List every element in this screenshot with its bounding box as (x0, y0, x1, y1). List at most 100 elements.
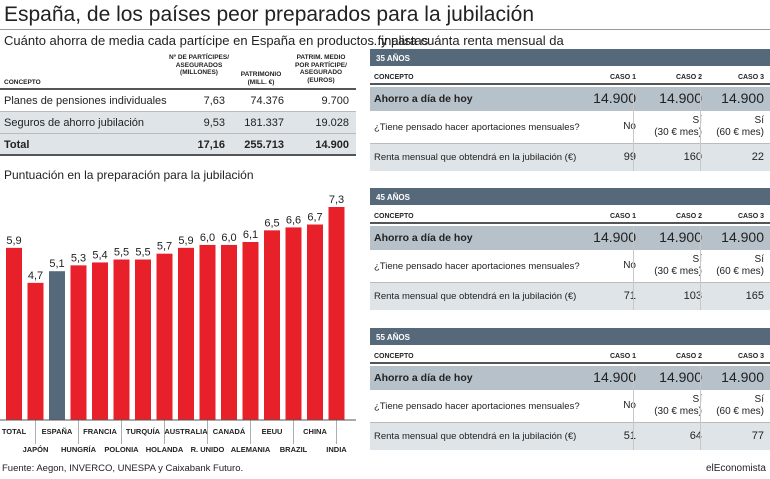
data-label-11: 6,1 (243, 229, 258, 241)
header-case: CASO 2 (675, 353, 702, 360)
contribution-answer: No (623, 260, 636, 271)
row-average: 19.028 (315, 117, 349, 129)
age-bar: 35 AÑOS (370, 49, 770, 66)
bar-13 (285, 227, 302, 420)
row-average: 14.900 (315, 139, 349, 151)
header-concept: CONCEPTO (4, 79, 41, 86)
contribution-answer: Sí (692, 115, 702, 126)
savings-row: Ahorro a día de hoy 14.900 14.900 14.900 (370, 87, 770, 111)
income-value: 64 (689, 430, 702, 442)
savings-value: 14.900 (721, 90, 764, 106)
column-divider (700, 226, 701, 310)
category-label-8: AUSTRALIA (164, 427, 208, 436)
income-section-subtitle: ...y para cuánta renta mensual da (370, 33, 564, 48)
contribution-answer: Sí (692, 394, 702, 405)
table-row: Seguros de ahorro jubilación 9,53 181.33… (0, 112, 356, 134)
contribution-value: Sí (30 € mes) (654, 254, 702, 278)
contribution-value: Sí (30 € mes) (654, 115, 702, 139)
category-label-13: BRAZIL (280, 445, 308, 454)
income-row: Renta mensual que obtendrá en la jubilac… (370, 144, 770, 171)
data-label-7: 5,7 (157, 241, 172, 253)
bar-1 (27, 282, 44, 420)
data-label-9: 6,0 (200, 232, 215, 244)
data-label-1: 4,7 (28, 270, 43, 282)
savings-value: 14.900 (659, 90, 702, 106)
income-row: Renta mensual que obtendrá en la jubilac… (370, 423, 770, 450)
column-divider (700, 87, 701, 171)
row-concept: Seguros de ahorro jubilación (4, 117, 145, 129)
category-label-7: HOLANDA (146, 445, 184, 454)
income-value: 77 (751, 430, 764, 442)
source-note: Fuente: Aegon, INVERCO, UNESPA y Caixaba… (2, 463, 244, 474)
header-concept: CONCEPTO (374, 353, 414, 360)
panel-header: CONCEPTO CASO 1 CASO 2 CASO 3 (370, 211, 770, 224)
contribution-label: ¿Tiene pensado hacer aportaciones mensua… (374, 261, 580, 272)
data-label-5: 5,5 (114, 247, 129, 259)
bar-8 (178, 247, 194, 420)
income-value: 51 (623, 430, 636, 442)
contribution-row: ¿Tiene pensado hacer aportaciones mensua… (370, 111, 770, 144)
savings-label: Ahorro a día de hoy (374, 232, 473, 244)
data-label-3: 5,3 (71, 252, 86, 264)
table-row-total: Total 17,16 255.713 14.900 (0, 134, 356, 156)
column-divider (700, 366, 701, 450)
panel-header: CONCEPTO CASO 1 CASO 2 CASO 3 (370, 351, 770, 364)
contribution-answer: No (623, 400, 636, 411)
category-label-9: R. UNIDO (191, 445, 225, 454)
contribution-label: ¿Tiene pensado hacer aportaciones mensua… (374, 122, 580, 133)
row-concept: Total (4, 139, 30, 151)
category-label-0: TOTAL (2, 427, 27, 436)
data-label-4: 5,4 (92, 249, 107, 261)
category-label-4: FRANCIA (83, 427, 117, 436)
header-case: CASO 3 (737, 213, 764, 220)
income-panel: 35 AÑOS CONCEPTO CASO 1 CASO 2 CASO 3 Ahorro … (370, 49, 770, 171)
row-participants: 7,63 (203, 95, 225, 107)
income-value: 99 (623, 151, 636, 163)
header-case: CASO 1 (609, 74, 636, 81)
contribution-amount: (30 € mes) (654, 406, 702, 417)
header-case: CASO 1 (609, 353, 636, 360)
category-label-15: INDIA (326, 445, 347, 454)
bar-12 (264, 230, 280, 420)
row-average: 9.700 (321, 95, 349, 107)
age-bar: 55 AÑOS (370, 328, 770, 345)
category-label-10: CANADÁ (213, 427, 246, 436)
contribution-row: ¿Tiene pensado hacer aportaciones mensua… (370, 250, 770, 283)
savings-value: 14.900 (659, 369, 702, 385)
contribution-amount: (30 € mes) (654, 127, 702, 138)
bar-4 (92, 262, 108, 420)
category-label-2: ESPAÑA (42, 427, 73, 436)
contribution-amount: (30 € mes) (654, 266, 702, 277)
header-average: PATRIM. MEDIO POR PARTÍCIPE/ ASEGURADO (… (295, 54, 347, 84)
row-participants: 17,16 (197, 139, 225, 151)
income-value: 71 (623, 290, 636, 302)
savings-value: 14.900 (593, 369, 636, 385)
header-concept: CONCEPTO (374, 74, 414, 81)
panel-header: CONCEPTO CASO 1 CASO 2 CASO 3 (370, 72, 770, 85)
data-label-6: 5,5 (135, 247, 150, 259)
contribution-amount: (60 € mes) (716, 127, 764, 138)
savings-row: Ahorro a día de hoy 14.900 14.900 14.900 (370, 226, 770, 250)
contribution-value: No (623, 400, 636, 412)
chart-title: Puntuación en la preparación para la jub… (4, 168, 254, 182)
bar-7 (156, 253, 173, 420)
category-label-14: CHINA (303, 427, 327, 436)
row-participants: 9,53 (203, 117, 225, 129)
data-label-8: 5,9 (178, 235, 193, 247)
header-case: CASO 1 (609, 213, 636, 220)
category-label-3: HUNGRÍA (61, 445, 97, 454)
bar-10 (221, 244, 237, 420)
savings-value: 14.900 (593, 90, 636, 106)
row-concept: Planes de pensiones individuales (4, 95, 167, 107)
column-divider (633, 226, 634, 310)
column-divider (633, 87, 634, 171)
contribution-answer: Sí (754, 394, 764, 405)
category-label-1: JAPÓN (23, 445, 49, 454)
savings-value: 14.900 (721, 229, 764, 245)
data-label-0: 5,9 (6, 235, 21, 247)
row-assets: 255.713 (244, 139, 284, 151)
header-assets: PATRIMONIO (MILL. €) (240, 71, 282, 86)
savings-table-subtitle: Cuánto ahorra de media cada partícipe en… (4, 33, 429, 48)
header-case: CASO 3 (737, 74, 764, 81)
savings-table-header: CONCEPTO Nº DE PARTÍCIPES/ ASEGURADOS (M… (0, 50, 356, 90)
